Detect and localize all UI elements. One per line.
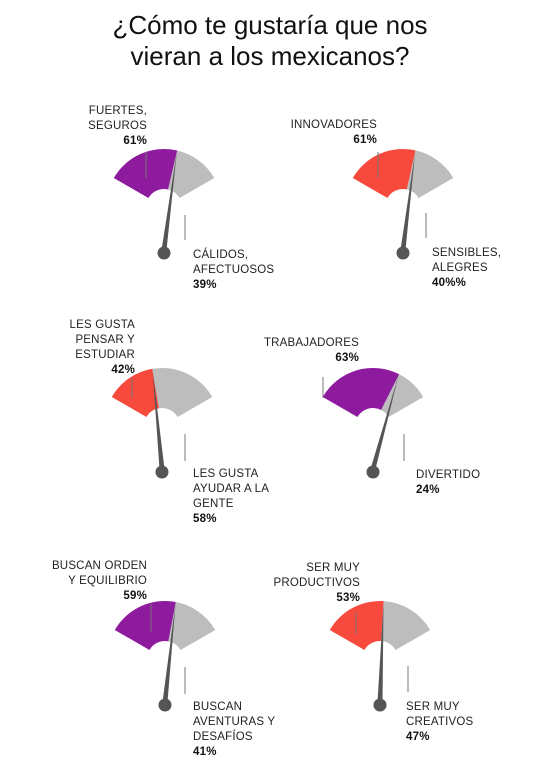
gauge-3-right-label: LES GUSTA AYUDAR A LA GENTE 58% — [193, 467, 269, 527]
gauge-1-right-label: CÁLIDOS, AFECTUOSOS 39% — [193, 248, 274, 293]
gauge-6-left-segment — [329, 601, 384, 650]
gauge-5-needle — [162, 603, 176, 702]
gauge-6-left-value: 53% — [336, 592, 360, 604]
gauge-4-left-value: 63% — [335, 352, 359, 364]
gauge-1-needle-hub — [157, 246, 171, 260]
gauge-1-right-name: CÁLIDOS, AFECTUOSOS — [193, 249, 275, 276]
title-line-1: ¿Cómo te gustaría que nos — [112, 10, 428, 40]
gauge-1-right-value: 39% — [193, 279, 217, 291]
gauge-3-right-value: 58% — [193, 513, 217, 525]
gauge-4-right-segment — [381, 374, 424, 417]
gauge-2-right-name: SENSIBLES, ALEGRES — [432, 247, 502, 274]
gauge-6-left-name: SER MUY PRODUCTIVOS — [273, 562, 360, 589]
gauge-3-left-label: LES GUSTA PENSAR Y ESTUDIAR 42% — [70, 318, 136, 378]
gauge-1-left-name: FUERTES, SEGUROS — [88, 105, 147, 132]
title-line-2: vieran a los mexicanos? — [130, 41, 410, 71]
gauge-2-right-label: SENSIBLES, ALEGRES 40%% — [432, 246, 501, 291]
gauge-5-right-label: BUSCAN AVENTURAS Y DESAFÍOS 41% — [193, 700, 275, 760]
gauge-3-needle-hub — [155, 465, 169, 479]
gauge-6-right-value: 47% — [406, 731, 430, 743]
gauge-2-left-value: 61% — [353, 134, 377, 146]
gauge-3-left-name: LES GUSTA PENSAR Y ESTUDIAR — [69, 319, 135, 361]
gauge-5-needle-hub — [158, 698, 172, 712]
gauge-4-right-name: DIVERTIDO — [416, 469, 481, 481]
gauge-2-needle — [400, 152, 416, 250]
page-title: ¿Cómo te gustaría que nos vieran a los m… — [0, 10, 540, 72]
gauge-4-left-segment — [322, 368, 400, 417]
gauge-5-left-value: 59% — [123, 590, 147, 602]
gauge-5-left-name: BUSCAN ORDEN Y EQUILIBRIO — [51, 560, 147, 587]
gauge-5-right-segment — [168, 602, 216, 650]
gauge-4-needle — [370, 376, 399, 469]
gauge-3-right-segment — [152, 367, 213, 417]
gauge-3-needle — [152, 370, 165, 469]
gauge-6-needle-hub — [373, 698, 387, 712]
gauge-2-right-segment — [406, 150, 454, 198]
gauge-4-right-label: DIVERTIDO 24% — [416, 468, 480, 498]
gauge-4-left-label: TRABAJADORES 63% — [264, 336, 359, 366]
gauge-6-right-name-text: SER MUY CREATIVOS — [406, 701, 474, 728]
gauge-6-right-segment — [381, 601, 431, 650]
gauge-6-needle — [377, 603, 384, 702]
gauge-1-needle — [161, 152, 177, 250]
gauge-2-left-name: INNOVADORES — [290, 119, 377, 131]
gauge-4-needle-hub — [366, 465, 380, 479]
gauge-3-left-value: 42% — [111, 364, 135, 376]
gauge-1-right-segment — [168, 150, 215, 198]
gauge-3-left-segment — [111, 368, 159, 417]
gauge-2-left-label: INNOVADORES 61% — [291, 118, 377, 148]
gauge-5-left-label: BUSCAN ORDEN Y EQUILIBRIO 59% — [52, 559, 147, 604]
gauge-2-needle-hub — [396, 246, 410, 260]
gauge-4-right-value: 24% — [416, 484, 440, 496]
gauge-5-left-segment — [114, 601, 176, 650]
gauge-6-left-label: SER MUY PRODUCTIVOS 53% — [273, 561, 360, 606]
gauge-3-right-name: LES GUSTA AYUDAR A LA GENTE — [193, 468, 270, 510]
gauge-6-right-label: SER MUY CREATIVOS 47% — [406, 700, 473, 745]
gauge-2-right-value: 40%% — [432, 277, 467, 289]
gauge-5-right-name: BUSCAN AVENTURAS Y DESAFÍOS — [193, 701, 276, 743]
gauge-1-left-label: FUERTES, SEGUROS 61% — [88, 104, 147, 149]
gauge-5-right-value: 41% — [193, 746, 217, 758]
gauge-2-left-segment — [352, 149, 416, 198]
gauge-1-left-value: 61% — [123, 135, 147, 147]
gauge-4-left-name: TRABAJADORES — [263, 337, 359, 349]
